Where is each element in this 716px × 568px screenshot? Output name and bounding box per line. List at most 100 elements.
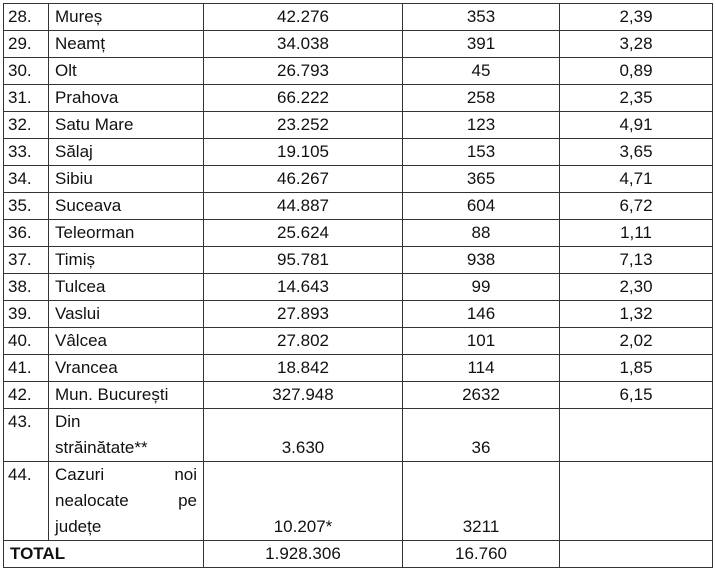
row-number: 44. (3, 461, 49, 541)
table-row: 32. Satu Mare 23.252 123 4,91 (3, 111, 713, 139)
word: Cazuri (55, 465, 105, 484)
table-row-abroad: 43. Din străinătate** 3.630 36 (3, 408, 713, 462)
new-cases-cell: 99 (402, 273, 560, 301)
cases-cell: 327.948 (203, 381, 403, 409)
table-row-total: TOTAL 1.928.306 16.760 (3, 540, 713, 568)
row-number: 35. (3, 192, 49, 220)
new-cases-cell: 3211 (402, 461, 560, 541)
rate-cell: 3,28 (559, 30, 713, 58)
row-name: Olt (48, 57, 204, 85)
cases-cell: 44.887 (203, 192, 403, 220)
table-row: 36. Teleorman 25.624 88 1,11 (3, 219, 713, 247)
table-row: 34. Sibiu 46.267 365 4,71 (3, 165, 713, 193)
row-number: 31. (3, 84, 49, 112)
row-number: 39. (3, 300, 49, 328)
new-cases-cell: 153 (402, 138, 560, 166)
rate-cell: 1,32 (559, 300, 713, 328)
row-name: Prahova (48, 84, 204, 112)
new-cases-cell: 391 (402, 30, 560, 58)
table-row: 28. Mureș 42.276 353 2,39 (3, 3, 713, 31)
word: nealocate (55, 491, 129, 510)
row-name-line: Din (55, 412, 81, 431)
rate-cell: 0,89 (559, 57, 713, 85)
row-name: Vaslui (48, 300, 204, 328)
word: noi (174, 465, 197, 484)
new-cases-cell: 101 (402, 327, 560, 355)
total-rate-cell (559, 540, 713, 568)
row-name: Mun. București (48, 381, 204, 409)
rate-cell: 2,39 (559, 3, 713, 31)
total-new-cases-cell: 16.760 (402, 540, 560, 568)
rate-cell: 3,65 (559, 138, 713, 166)
row-number: 37. (3, 246, 49, 274)
table-row: 37. Timiș 95.781 938 7,13 (3, 246, 713, 274)
row-number: 43. (3, 408, 49, 462)
row-name: Cazuri noi nealocate pe județe (48, 461, 204, 541)
row-name: Suceava (48, 192, 204, 220)
new-cases-cell: 604 (402, 192, 560, 220)
row-name: Timiș (48, 246, 204, 274)
table-row: 42. Mun. București 327.948 2632 6,15 (3, 381, 713, 409)
rate-cell: 7,13 (559, 246, 713, 274)
rate-cell: 1,11 (559, 219, 713, 247)
cases-cell: 18.842 (203, 354, 403, 382)
row-number: 41. (3, 354, 49, 382)
table-row: 31. Prahova 66.222 258 2,35 (3, 84, 713, 112)
cases-cell: 95.781 (203, 246, 403, 274)
row-number: 36. (3, 219, 49, 247)
row-number: 38. (3, 273, 49, 301)
new-cases-cell: 123 (402, 111, 560, 139)
cases-cell: 46.267 (203, 165, 403, 193)
rate-cell: 4,91 (559, 111, 713, 139)
row-name-line: nealocate pe (55, 488, 197, 514)
row-number: 40. (3, 327, 49, 355)
table-row: 33. Sălaj 19.105 153 3,65 (3, 138, 713, 166)
row-name: Vâlcea (48, 327, 204, 355)
table-row: 40. Vâlcea 27.802 101 2,02 (3, 327, 713, 355)
row-number: 33. (3, 138, 49, 166)
cases-cell: 27.802 (203, 327, 403, 355)
cases-cell: 66.222 (203, 84, 403, 112)
county-cases-table: 28. Mureș 42.276 353 2,39 29. Neamț 34.038 391 3,… (3, 3, 713, 568)
rate-cell: 2,30 (559, 273, 713, 301)
cases-cell: 27.893 (203, 300, 403, 328)
table-row: 30. Olt 26.793 45 0,89 (3, 57, 713, 85)
table-row: 41. Vrancea 18.842 114 1,85 (3, 354, 713, 382)
total-label: TOTAL (3, 540, 204, 568)
rate-cell (559, 461, 713, 541)
cases-cell: 25.624 (203, 219, 403, 247)
cases-cell: 14.643 (203, 273, 403, 301)
rate-cell: 6,15 (559, 381, 713, 409)
word: pe (178, 491, 197, 510)
row-number: 32. (3, 111, 49, 139)
cases-cell: 42.276 (203, 3, 403, 31)
cases-cell: 10.207* (203, 461, 403, 541)
rate-cell: 2,35 (559, 84, 713, 112)
row-number: 28. (3, 3, 49, 31)
row-number: 42. (3, 381, 49, 409)
row-number: 29. (3, 30, 49, 58)
rate-cell (559, 408, 713, 462)
row-name: Satu Mare (48, 111, 204, 139)
rate-cell: 1,85 (559, 354, 713, 382)
new-cases-cell: 146 (402, 300, 560, 328)
cases-cell: 19.105 (203, 138, 403, 166)
row-name: Din străinătate** (48, 408, 204, 462)
new-cases-cell: 258 (402, 84, 560, 112)
table-row: 35. Suceava 44.887 604 6,72 (3, 192, 713, 220)
new-cases-cell: 938 (402, 246, 560, 274)
rate-cell: 6,72 (559, 192, 713, 220)
row-name: Teleorman (48, 219, 204, 247)
cases-cell: 26.793 (203, 57, 403, 85)
new-cases-cell: 45 (402, 57, 560, 85)
table-row: 39. Vaslui 27.893 146 1,32 (3, 300, 713, 328)
table-row: 38. Tulcea 14.643 99 2,30 (3, 273, 713, 301)
row-name: Sălaj (48, 138, 204, 166)
cases-cell: 23.252 (203, 111, 403, 139)
total-cases-cell: 1.928.306 (203, 540, 403, 568)
new-cases-cell: 36 (402, 408, 560, 462)
rate-cell: 2,02 (559, 327, 713, 355)
row-name: Neamț (48, 30, 204, 58)
new-cases-cell: 88 (402, 219, 560, 247)
new-cases-cell: 2632 (402, 381, 560, 409)
